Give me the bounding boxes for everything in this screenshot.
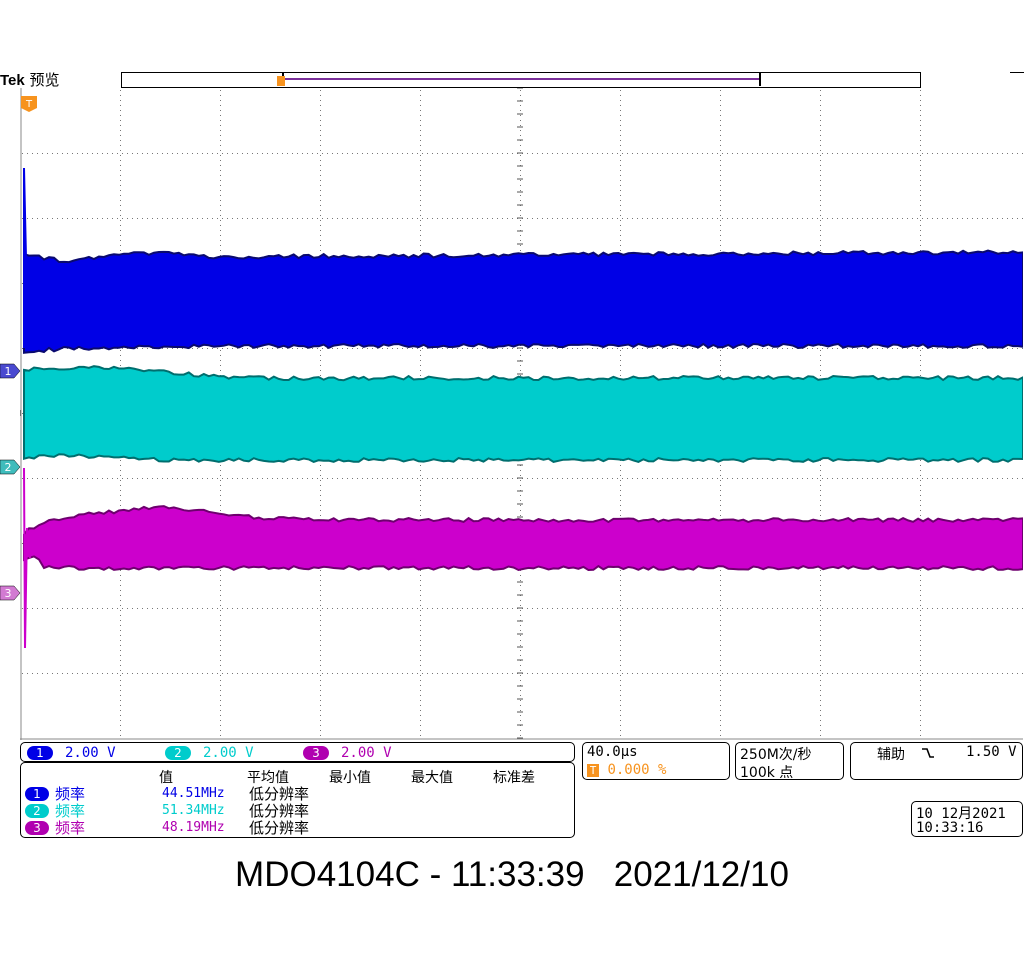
measurement-status: 低分辨率 xyxy=(249,802,310,820)
ch1-ground-marker[interactable]: 1 xyxy=(0,363,22,379)
measurement-name: 频率 xyxy=(55,785,86,803)
trigger-position-readout: T 0.000 % xyxy=(587,762,666,778)
waveform-display[interactable] xyxy=(20,88,1023,740)
edge-tick xyxy=(1010,72,1024,73)
measurement-row[interactable]: 2 频率 51.34MHz 低分辨率 xyxy=(25,802,545,820)
measurement-value: 48.19MHz xyxy=(162,820,225,835)
measurement-value: 44.51MHz xyxy=(162,786,225,801)
ch3-scale[interactable]: 3 2.00 V xyxy=(303,745,392,761)
tek-logo: Tek xyxy=(0,72,25,89)
trigger-position-marker-icon xyxy=(277,76,285,86)
ch3-chip: 3 xyxy=(25,821,49,835)
trigger-source: 辅助 xyxy=(877,747,905,763)
ch2-ground-marker[interactable]: 2 xyxy=(0,459,22,475)
meas-header-max: 最大值 xyxy=(411,770,453,786)
ch2-waveform xyxy=(23,365,1023,463)
ch1-chip: 1 xyxy=(27,746,53,760)
measurement-row[interactable]: 3 频率 48.19MHz 低分辨率 xyxy=(25,819,545,837)
ch1-marker-label: 1 xyxy=(5,365,12,378)
measurements-panel: 值 平均值 最小值 最大值 标准差 1 频率 44.51MHz 低分辨率 2 频… xyxy=(20,762,575,838)
ch1-waveform xyxy=(23,167,1023,354)
time-readout: 10:33:16 xyxy=(916,820,984,836)
trigger-panel[interactable]: 辅助 1.50 V xyxy=(850,742,1023,780)
ch1-scale[interactable]: 1 2.00 V xyxy=(27,745,116,761)
trigger-level-icon[interactable]: T xyxy=(21,96,39,112)
ch1-scale-value: 2.00 V xyxy=(65,745,116,761)
falling-edge-icon xyxy=(922,748,934,758)
ch2-scale-value: 2.00 V xyxy=(203,745,254,761)
horizontal-scale: 40.0µs xyxy=(587,744,638,760)
meas-header-value: 值 xyxy=(159,770,173,786)
ch2-chip: 2 xyxy=(25,804,49,818)
ch3-marker-label: 3 xyxy=(5,587,12,600)
measurement-row[interactable]: 1 频率 44.51MHz 低分辨率 xyxy=(25,785,545,803)
ch3-scale-value: 2.00 V xyxy=(341,745,392,761)
ch1-chip: 1 xyxy=(25,787,49,801)
sample-rate: 250M次/秒 xyxy=(740,747,812,763)
datetime-panel: 10 12月2021 10:33:16 xyxy=(911,801,1023,837)
trigger-position-value: 0.000 % xyxy=(607,762,667,778)
ch3-waveform xyxy=(23,467,1023,649)
brand-title: Tek 预览 xyxy=(0,70,60,91)
ch3-chip: 3 xyxy=(303,746,329,760)
channel-scale-panel: 1 2.00 V 2 2.00 V 3 2.00 V xyxy=(20,742,575,762)
measurement-name: 频率 xyxy=(55,802,86,820)
acquisition-panel[interactable]: 250M次/秒 100k 点 xyxy=(735,742,844,781)
measurement-status: 低分辨率 xyxy=(249,819,310,837)
measurement-status: 低分辨率 xyxy=(249,785,310,803)
record-view-window[interactable] xyxy=(282,72,761,86)
timebase-panel[interactable]: 40.0µs T 0.000 % xyxy=(582,742,730,780)
ch2-marker-label: 2 xyxy=(5,461,12,474)
measurement-name: 频率 xyxy=(55,819,86,837)
acquisition-mode-label: 预览 xyxy=(29,71,60,89)
ch3-ground-marker[interactable]: 3 xyxy=(0,585,22,601)
meas-header-mean: 平均值 xyxy=(247,770,289,786)
ch2-scale[interactable]: 2 2.00 V xyxy=(165,745,254,761)
measurement-value: 51.34MHz xyxy=(162,803,225,818)
trigger-t-icon: T xyxy=(587,763,599,777)
record-length: 100k 点 xyxy=(740,765,794,781)
trigger-level: 1.50 V xyxy=(966,744,1017,760)
trigger-marker-label: T xyxy=(25,99,33,110)
date-readout: 10 12月2021 xyxy=(916,806,1006,822)
ch2-chip: 2 xyxy=(165,746,191,760)
footer-caption: MDO4104C - 11:33:39 2021/12/10 xyxy=(235,855,789,894)
meas-header-min: 最小值 xyxy=(329,770,371,786)
waveforms xyxy=(23,167,1023,649)
meas-header-stddev: 标准差 xyxy=(493,770,535,786)
